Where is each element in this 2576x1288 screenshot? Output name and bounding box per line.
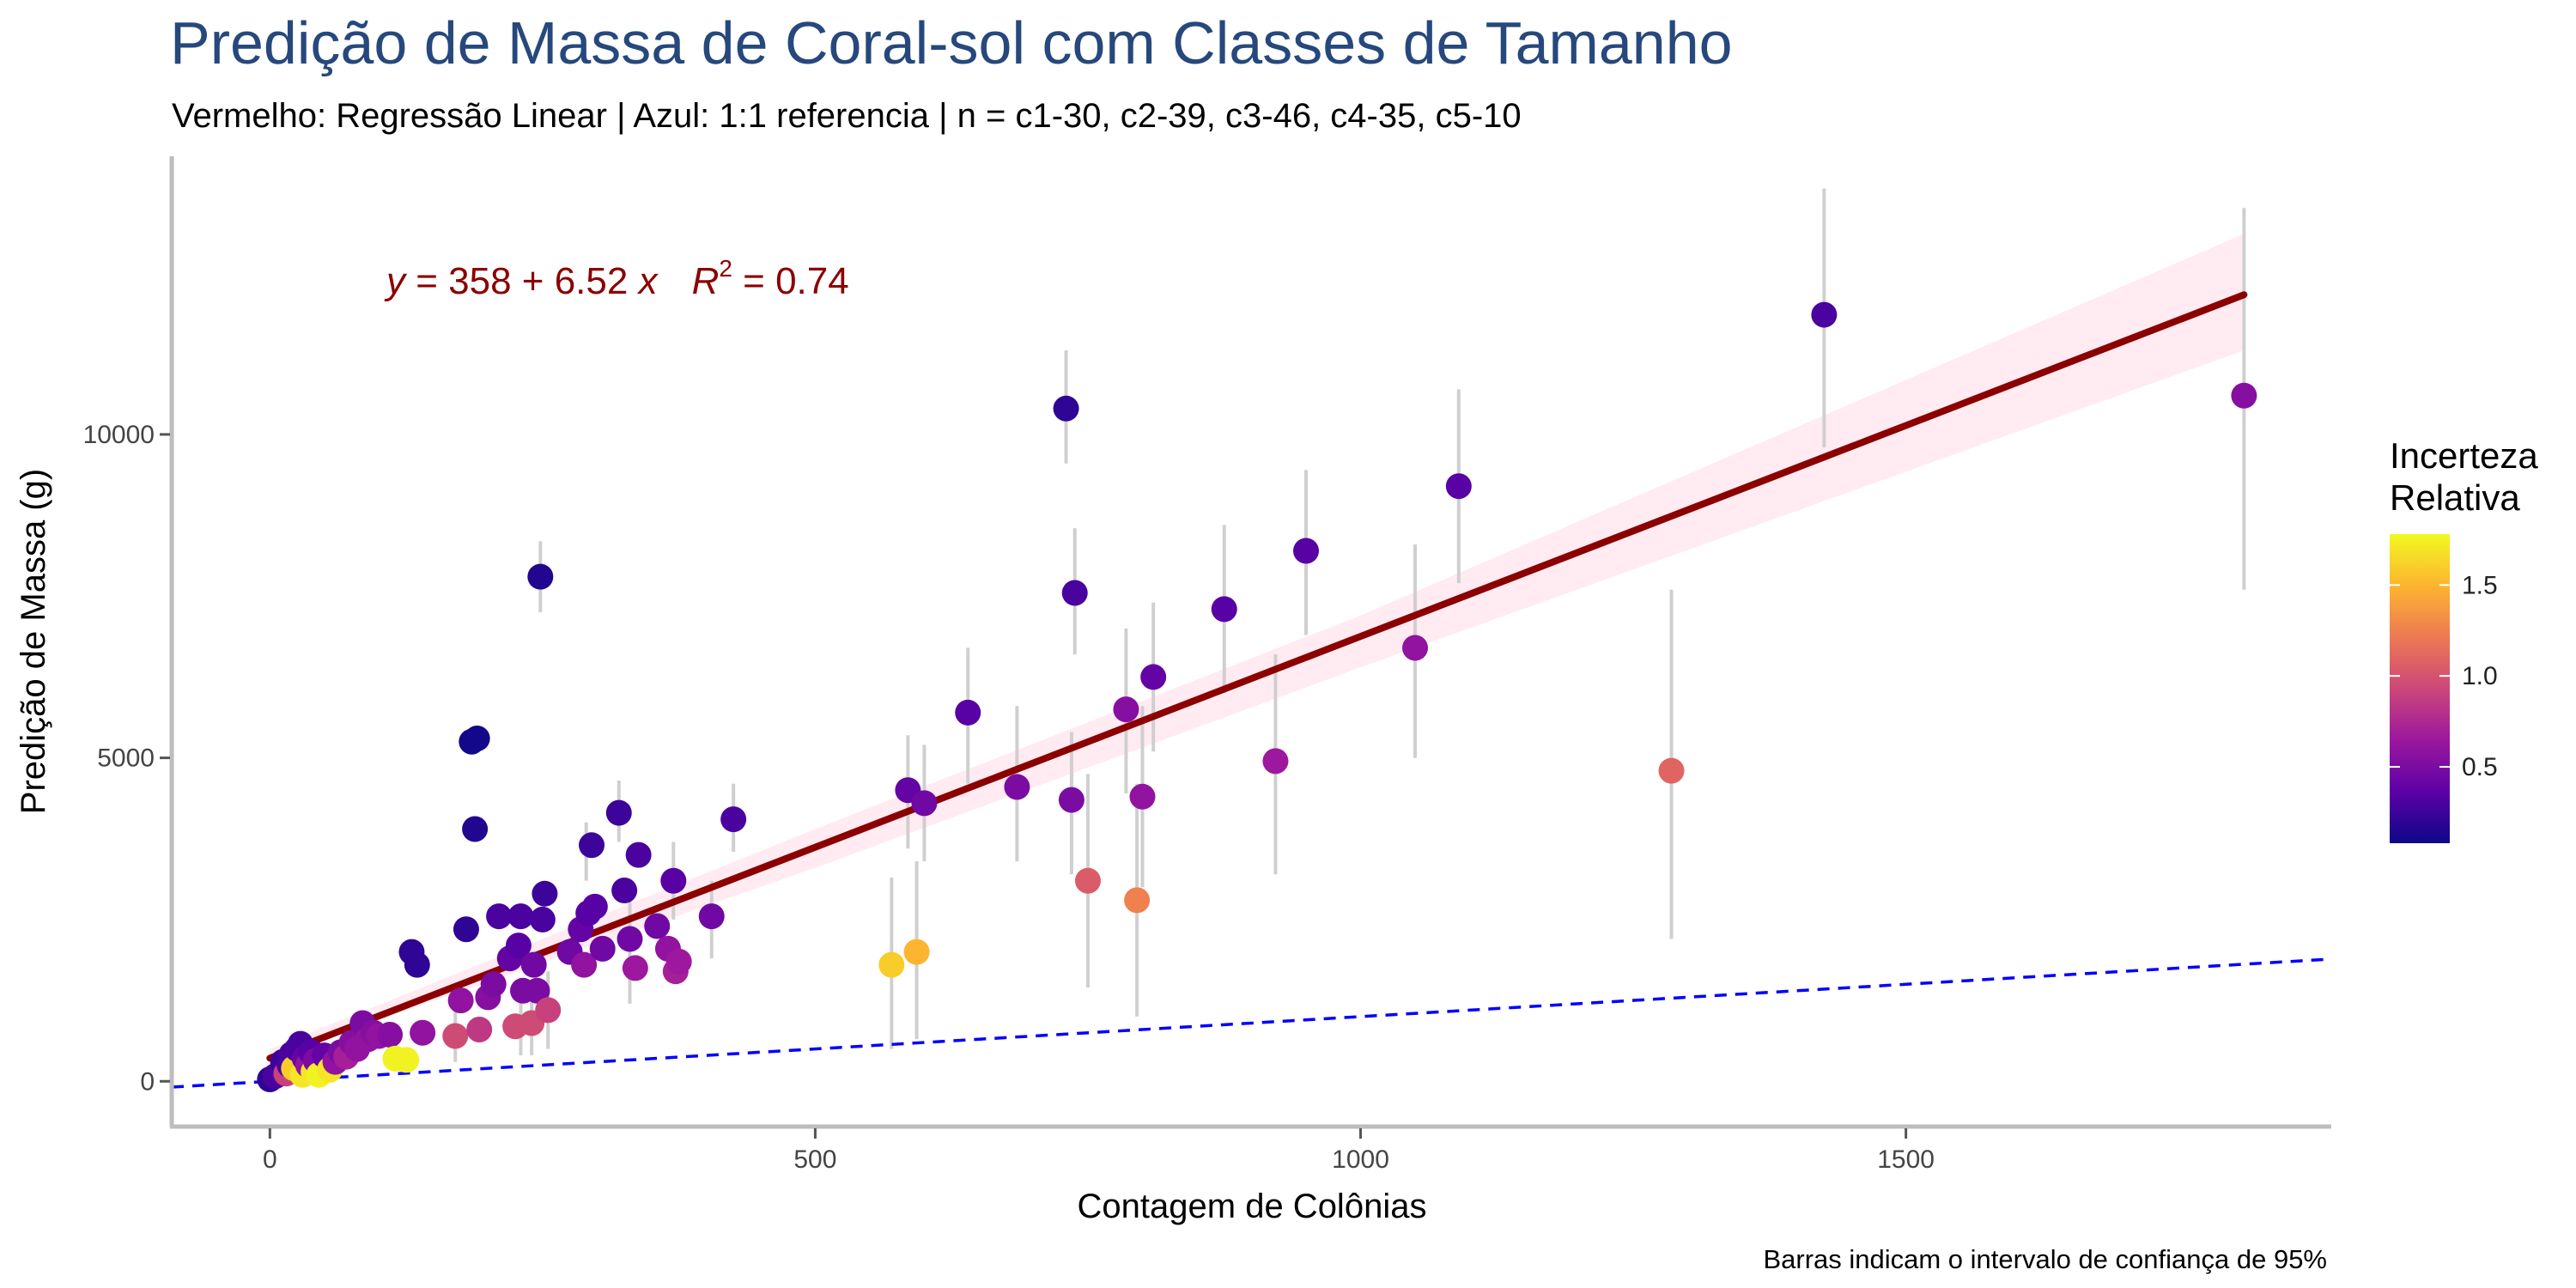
data-point [466,1017,493,1042]
data-point [660,867,687,894]
y-tick-label: 5000 [97,744,155,773]
data-point [1811,301,1838,328]
x-tick-label: 500 [793,1145,836,1174]
reference-line [172,957,2331,1089]
scatter-points [257,301,2257,1093]
data-point [579,832,605,859]
data-point [442,1023,469,1049]
data-point [1445,473,1472,500]
legend-tick-label: 1.5 [2462,571,2498,599]
data-point [955,699,981,726]
x-tick-label: 1500 [1877,1145,1935,1174]
regression-line-layer [266,291,2248,1062]
reference-line-layer [172,957,2331,1089]
equation-r-symbol: R [692,260,720,302]
data-point [486,903,513,930]
equation-r-value: = 0.74 [732,260,849,302]
x-tick-label: 1000 [1332,1145,1389,1174]
data-point [878,951,905,978]
data-point [720,806,747,833]
chart-subtitle: Vermelho: Regressão Linear | Azul: 1:1 r… [172,97,1522,135]
equation-formula: = 358 + 6.52 [405,260,639,302]
data-point [698,903,725,930]
y-axis-title: Predição de Massa (g) [15,469,52,814]
data-point [377,1022,404,1048]
legend-tick-label: 1.0 [2462,662,2498,690]
data-point [527,563,554,590]
data-point [393,1047,420,1073]
data-point [665,948,692,975]
data-point [535,997,562,1024]
data-point [505,933,532,959]
confidence-band [270,234,2245,1059]
x-axis-ticks: 0 500 1000 1500 [263,1128,1935,1174]
data-point [1004,774,1030,800]
data-point [1061,580,1088,606]
data-point [611,878,638,904]
equation-x-symbol: x [637,260,659,302]
data-point [453,916,479,943]
data-point [410,1019,436,1046]
data-point [1262,748,1289,775]
data-point [480,971,507,998]
data-point [529,906,556,933]
data-point [1140,664,1167,690]
legend-title-line-1: Incerteza [2390,435,2538,476]
data-point [462,816,489,842]
data-point [447,987,474,1014]
regression-line [266,291,2248,1062]
y-tick-label: 0 [140,1067,155,1096]
data-point [1058,787,1084,813]
data-point [644,913,671,939]
data-point [1293,538,1320,564]
data-point [571,951,598,978]
regression-equation: y = 358 + 6.52 x R2 = 0.74 [384,255,849,302]
chart-caption: Barras indicam o intervalo de confiança … [1763,1244,2327,1274]
legend-colorbar [2390,534,2450,843]
data-point [1124,887,1151,914]
data-point [2231,382,2257,409]
equation-y-symbol: y [384,260,408,302]
data-point [1658,757,1685,784]
plot-area [172,188,2331,1093]
data-point [625,841,652,868]
data-point [507,903,534,930]
data-point [1402,635,1429,661]
data-point [622,955,648,981]
data-point [605,799,632,826]
confidence-band-layer [270,234,2245,1059]
legend-tick-label: 0.5 [2462,753,2498,781]
data-point [589,935,616,962]
data-point [903,939,930,965]
data-point [520,951,547,978]
equation-r-exponent: 2 [719,255,732,282]
y-tick-label: 10000 [83,421,155,449]
data-point [524,977,550,1004]
color-legend: Incerteza Relativa 0.5 1.0 1.5 [2390,435,2538,843]
data-point [1129,783,1156,810]
data-point [617,926,643,952]
chart-title: Predição de Massa de Coral-sol com Class… [170,9,1733,76]
y-axis-ticks: 0 5000 10000 [83,421,170,1096]
data-point [464,726,490,751]
data-point [911,790,938,817]
x-tick-label: 0 [263,1145,277,1174]
data-point [532,880,558,907]
data-point [1074,867,1101,894]
data-point [404,951,430,978]
data-point [1053,395,1079,422]
legend-title-line-2: Relativa [2390,477,2520,518]
data-point [1211,596,1237,623]
legend-ticks: 0.5 1.0 1.5 [2390,571,2498,781]
data-point [581,893,608,920]
x-axis-title: Contagem de Colônias [1078,1188,1427,1225]
data-point [1113,696,1139,723]
